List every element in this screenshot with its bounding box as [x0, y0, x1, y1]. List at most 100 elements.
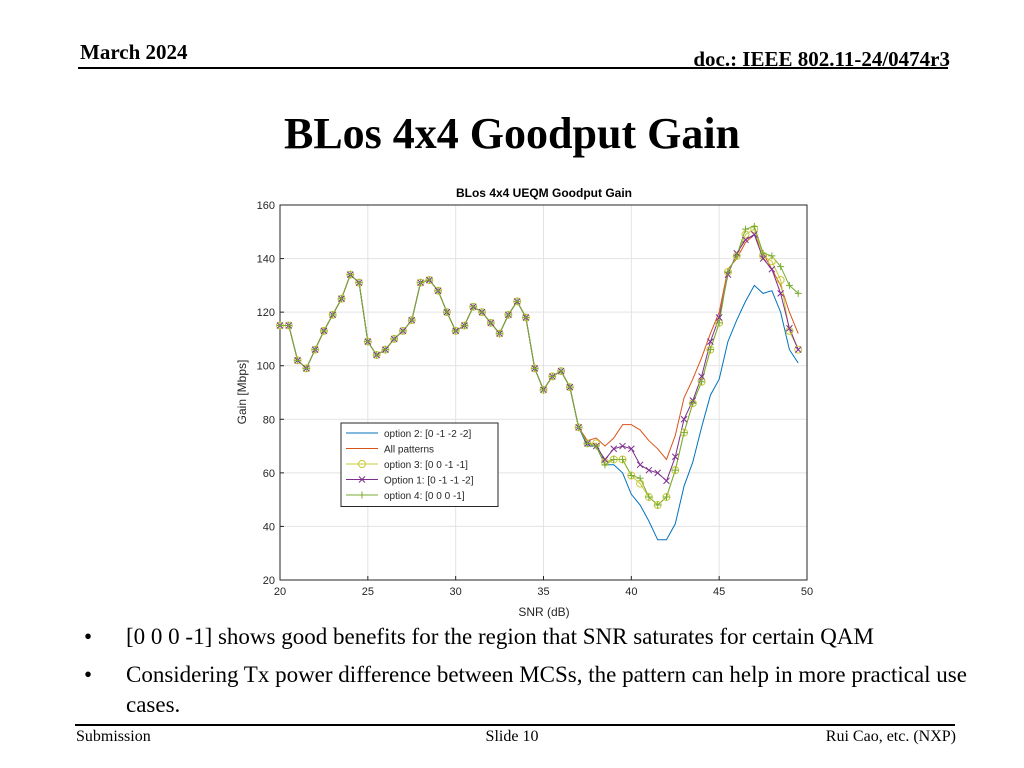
bullet-list: • [0 0 0 -1] shows good benefits for the … [84, 622, 984, 728]
data-point [619, 455, 627, 463]
data-point [794, 346, 802, 353]
data-point [610, 445, 618, 453]
data-point [513, 297, 521, 305]
data-point [715, 319, 723, 327]
data-point [469, 303, 477, 311]
y-tick-label: 80 [263, 414, 275, 426]
data-point [776, 276, 785, 284]
y-tick-label: 40 [263, 521, 275, 533]
bullet-item: • [0 0 0 -1] shows good benefits for the … [84, 624, 874, 649]
chart-title: BLos 4x4 UEQM Goodput Gain [456, 186, 632, 200]
data-point [759, 249, 767, 257]
data-point [777, 263, 785, 271]
data-point [302, 364, 310, 372]
series-line-5 [280, 225, 799, 506]
header-date: March 2024 [80, 40, 188, 64]
data-point [698, 378, 706, 386]
data-point [592, 442, 600, 450]
x-tick-label: 45 [713, 586, 725, 598]
data-point [583, 439, 591, 447]
legend-box [340, 422, 499, 507]
y-tick-label: 100 [257, 361, 275, 373]
data-point [285, 322, 293, 330]
x-tick-label: 20 [274, 586, 286, 598]
data-point [443, 308, 451, 316]
x-tick-label: 50 [801, 586, 813, 598]
data-point [706, 346, 714, 354]
data-point [662, 493, 670, 501]
x-axis-label: SNR (dB) [518, 605, 569, 619]
bullet-text: Considering Tx power difference between … [126, 662, 967, 717]
data-point [794, 289, 802, 297]
data-point [671, 453, 679, 461]
data-point [478, 308, 486, 316]
data-point [337, 295, 345, 303]
data-point [663, 477, 670, 485]
data-point [575, 423, 583, 431]
bullet-text: [0 0 0 -1] shows good benefits for the r… [126, 624, 874, 649]
legend-label: Option 1: [0 -1 -1 -2] [384, 476, 474, 487]
y-axis-label: Gain [Mbps] [235, 360, 249, 425]
footer-divider [75, 724, 955, 726]
y-tick-label: 20 [263, 575, 275, 587]
footer-submission: Submission [76, 728, 151, 745]
data-point [689, 399, 697, 407]
data-point [619, 442, 626, 450]
data-point [750, 231, 758, 238]
data-point [434, 287, 442, 295]
data-point [601, 456, 609, 463]
data-point [320, 327, 328, 335]
slide-title: BLos 4x4 Goodput Gain [283, 109, 741, 158]
data-point [408, 316, 416, 324]
data-point [627, 472, 635, 480]
data-point [355, 279, 363, 287]
data-point [522, 314, 530, 321]
data-point [645, 493, 653, 501]
data-point [311, 346, 319, 354]
legend-marker [358, 460, 366, 468]
data-point [399, 327, 407, 335]
y-tick-label: 140 [257, 254, 275, 266]
data-point [785, 326, 794, 335]
footer-author: Rui Cao, etc. (NXP) [825, 728, 956, 745]
data-point [425, 276, 433, 284]
data-point [601, 461, 609, 469]
data-point [636, 474, 644, 482]
data-point [724, 268, 732, 276]
data-point [794, 345, 803, 354]
data-point [531, 364, 539, 372]
chart-legend: option 2: [0 -1 -2 -2] All patterns option… [340, 422, 499, 507]
legend-label: option 3: [0 0 -1 -1] [384, 460, 468, 471]
data-point [627, 445, 635, 453]
data-point [504, 311, 512, 319]
goodput-chart: 20 25 30 35 40 45 50 20 40 60 80 100 120 140 160 BLos … [235, 186, 813, 619]
y-tick-label: 160 [257, 200, 275, 212]
data-point [707, 338, 714, 345]
data-point [742, 225, 750, 233]
footer-slide-number: Slide 10 [485, 728, 539, 745]
data-point [768, 252, 776, 260]
data-point [785, 281, 793, 289]
y-tick-label: 60 [263, 468, 275, 480]
legend-label: option 4: [0 0 0 -1] [384, 491, 465, 502]
legend-marker [358, 476, 366, 483]
series-lines [280, 225, 799, 541]
data-point [452, 327, 460, 335]
data-point [390, 335, 398, 343]
data-point [680, 415, 688, 423]
data-point [373, 351, 381, 359]
data-point [417, 279, 425, 287]
data-point [329, 311, 337, 319]
data-point [654, 469, 662, 477]
x-tick-label: 35 [537, 586, 549, 598]
data-point [759, 255, 767, 262]
axis-ticks: 20 25 30 35 40 45 50 20 40 60 80 100 120 140 160 [257, 200, 813, 598]
header-divider [78, 67, 948, 69]
data-point [496, 330, 504, 338]
x-tick-label: 25 [362, 586, 374, 598]
x-tick-label: 40 [625, 586, 637, 598]
series-markers [276, 222, 803, 509]
data-point [768, 265, 776, 273]
data-point [294, 356, 302, 364]
data-point [645, 466, 653, 474]
